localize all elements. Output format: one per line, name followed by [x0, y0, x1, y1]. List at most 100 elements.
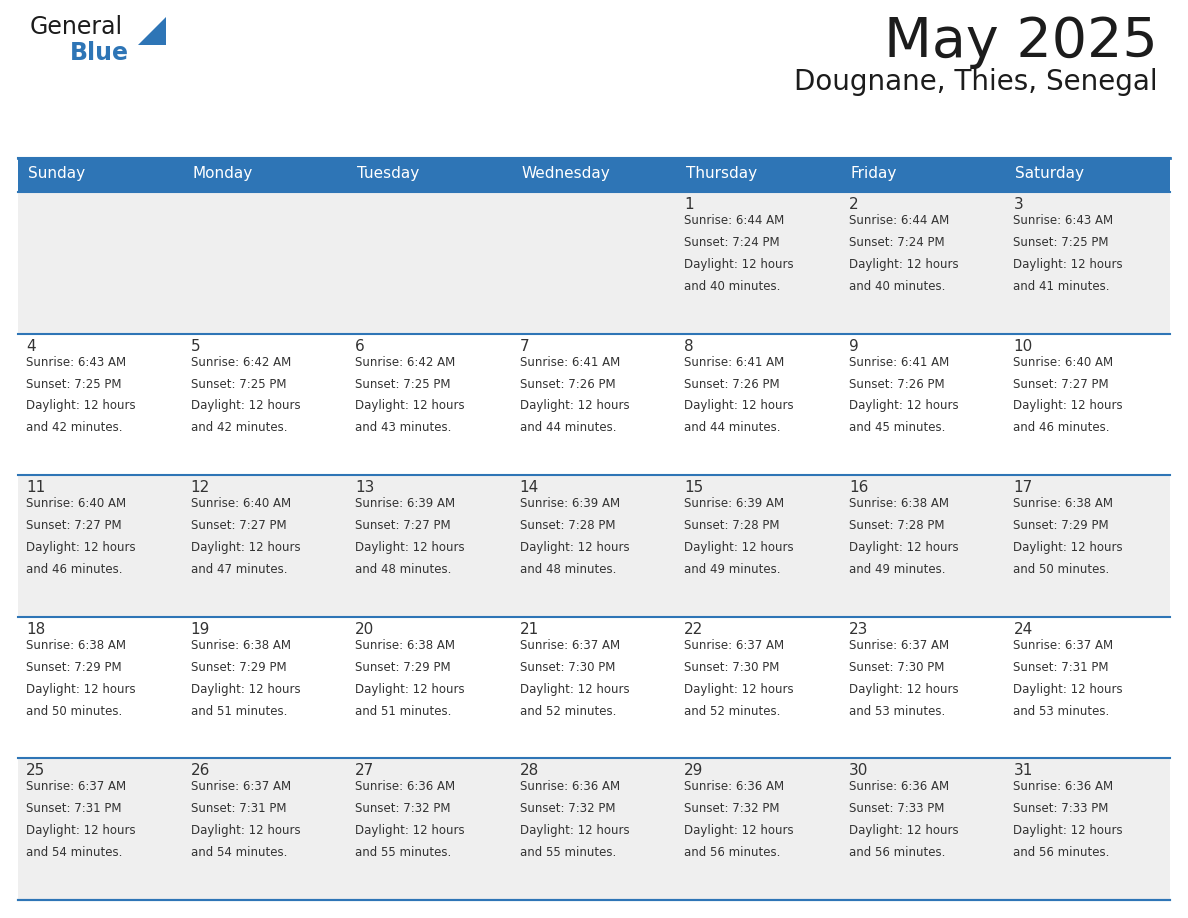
Text: Daylight: 12 hours: Daylight: 12 hours — [1013, 824, 1123, 837]
Text: and 51 minutes.: and 51 minutes. — [355, 705, 451, 718]
Text: and 48 minutes.: and 48 minutes. — [355, 563, 451, 576]
Text: Sunset: 7:25 PM: Sunset: 7:25 PM — [1013, 236, 1108, 249]
Text: 15: 15 — [684, 480, 703, 495]
Text: 10: 10 — [1013, 339, 1032, 353]
Text: 20: 20 — [355, 621, 374, 637]
Text: Sunrise: 6:40 AM: Sunrise: 6:40 AM — [190, 498, 291, 510]
Text: May 2025: May 2025 — [884, 15, 1158, 69]
Bar — [18, 192, 1170, 333]
Text: and 41 minutes.: and 41 minutes. — [1013, 280, 1110, 293]
Text: Sunset: 7:27 PM: Sunset: 7:27 PM — [355, 520, 450, 532]
Text: Friday: Friday — [851, 166, 897, 181]
Text: Sunset: 7:32 PM: Sunset: 7:32 PM — [684, 802, 779, 815]
Bar — [18, 333, 1170, 476]
Text: Blue: Blue — [70, 41, 129, 65]
Text: 17: 17 — [1013, 480, 1032, 495]
Text: Sunrise: 6:36 AM: Sunrise: 6:36 AM — [684, 780, 784, 793]
Text: Daylight: 12 hours: Daylight: 12 hours — [26, 541, 135, 554]
Text: Sunrise: 6:37 AM: Sunrise: 6:37 AM — [26, 780, 126, 793]
Text: 5: 5 — [190, 339, 201, 353]
Text: and 50 minutes.: and 50 minutes. — [1013, 563, 1110, 576]
Text: Sunset: 7:31 PM: Sunset: 7:31 PM — [26, 802, 121, 815]
Text: Daylight: 12 hours: Daylight: 12 hours — [355, 683, 465, 696]
Text: 30: 30 — [849, 764, 868, 778]
Text: Sunrise: 6:37 AM: Sunrise: 6:37 AM — [519, 639, 620, 652]
Text: 2: 2 — [849, 197, 859, 212]
Text: Daylight: 12 hours: Daylight: 12 hours — [849, 258, 959, 271]
Text: Sunset: 7:30 PM: Sunset: 7:30 PM — [519, 661, 615, 674]
Text: and 54 minutes.: and 54 minutes. — [26, 846, 122, 859]
Text: Sunset: 7:26 PM: Sunset: 7:26 PM — [519, 377, 615, 390]
Text: 23: 23 — [849, 621, 868, 637]
Text: and 55 minutes.: and 55 minutes. — [355, 846, 451, 859]
Text: Sunrise: 6:37 AM: Sunrise: 6:37 AM — [684, 639, 784, 652]
Text: Sunset: 7:33 PM: Sunset: 7:33 PM — [1013, 802, 1108, 815]
Text: Sunset: 7:24 PM: Sunset: 7:24 PM — [849, 236, 944, 249]
Text: Daylight: 12 hours: Daylight: 12 hours — [1013, 541, 1123, 554]
Text: and 49 minutes.: and 49 minutes. — [849, 563, 946, 576]
Text: 26: 26 — [190, 764, 210, 778]
Text: and 56 minutes.: and 56 minutes. — [1013, 846, 1110, 859]
Text: and 40 minutes.: and 40 minutes. — [849, 280, 946, 293]
Text: Sunrise: 6:44 AM: Sunrise: 6:44 AM — [684, 214, 784, 227]
Text: 27: 27 — [355, 764, 374, 778]
Polygon shape — [138, 17, 166, 45]
Bar — [18, 476, 1170, 617]
Text: Daylight: 12 hours: Daylight: 12 hours — [684, 258, 794, 271]
Text: and 46 minutes.: and 46 minutes. — [26, 563, 122, 576]
Text: Daylight: 12 hours: Daylight: 12 hours — [849, 541, 959, 554]
Text: Daylight: 12 hours: Daylight: 12 hours — [684, 541, 794, 554]
Text: Sunset: 7:33 PM: Sunset: 7:33 PM — [849, 802, 944, 815]
Text: Sunrise: 6:40 AM: Sunrise: 6:40 AM — [1013, 355, 1113, 369]
Text: Thursday: Thursday — [687, 166, 758, 181]
Text: 19: 19 — [190, 621, 210, 637]
Text: 12: 12 — [190, 480, 210, 495]
Text: 3: 3 — [1013, 197, 1023, 212]
Text: Sunset: 7:26 PM: Sunset: 7:26 PM — [849, 377, 944, 390]
Text: Sunset: 7:25 PM: Sunset: 7:25 PM — [190, 377, 286, 390]
Text: Daylight: 12 hours: Daylight: 12 hours — [26, 824, 135, 837]
Text: and 44 minutes.: and 44 minutes. — [684, 421, 781, 434]
Text: Sunset: 7:28 PM: Sunset: 7:28 PM — [519, 520, 615, 532]
Text: and 48 minutes.: and 48 minutes. — [519, 563, 617, 576]
Text: Daylight: 12 hours: Daylight: 12 hours — [684, 683, 794, 696]
Text: and 42 minutes.: and 42 minutes. — [190, 421, 287, 434]
Bar — [18, 158, 1170, 192]
Text: Sunset: 7:25 PM: Sunset: 7:25 PM — [355, 377, 450, 390]
Text: 11: 11 — [26, 480, 45, 495]
Text: 24: 24 — [1013, 621, 1032, 637]
Text: Sunrise: 6:36 AM: Sunrise: 6:36 AM — [355, 780, 455, 793]
Text: Sunrise: 6:36 AM: Sunrise: 6:36 AM — [519, 780, 620, 793]
Text: Daylight: 12 hours: Daylight: 12 hours — [519, 683, 630, 696]
Text: Daylight: 12 hours: Daylight: 12 hours — [849, 399, 959, 412]
Text: and 51 minutes.: and 51 minutes. — [190, 705, 287, 718]
Text: 7: 7 — [519, 339, 530, 353]
Text: Sunrise: 6:42 AM: Sunrise: 6:42 AM — [355, 355, 455, 369]
Text: 31: 31 — [1013, 764, 1032, 778]
Text: Sunset: 7:27 PM: Sunset: 7:27 PM — [190, 520, 286, 532]
Text: Sunset: 7:30 PM: Sunset: 7:30 PM — [849, 661, 944, 674]
Text: and 43 minutes.: and 43 minutes. — [355, 421, 451, 434]
Text: Sunrise: 6:37 AM: Sunrise: 6:37 AM — [849, 639, 949, 652]
Text: Sunset: 7:30 PM: Sunset: 7:30 PM — [684, 661, 779, 674]
Bar — [18, 758, 1170, 900]
Bar — [18, 617, 1170, 758]
Text: Sunrise: 6:38 AM: Sunrise: 6:38 AM — [355, 639, 455, 652]
Text: Daylight: 12 hours: Daylight: 12 hours — [849, 824, 959, 837]
Text: Sunset: 7:28 PM: Sunset: 7:28 PM — [684, 520, 779, 532]
Text: Daylight: 12 hours: Daylight: 12 hours — [519, 541, 630, 554]
Text: Sunset: 7:28 PM: Sunset: 7:28 PM — [849, 520, 944, 532]
Text: and 53 minutes.: and 53 minutes. — [1013, 705, 1110, 718]
Text: Daylight: 12 hours: Daylight: 12 hours — [355, 824, 465, 837]
Text: and 56 minutes.: and 56 minutes. — [849, 846, 946, 859]
Text: Sunrise: 6:44 AM: Sunrise: 6:44 AM — [849, 214, 949, 227]
Text: Sunrise: 6:37 AM: Sunrise: 6:37 AM — [190, 780, 291, 793]
Text: Daylight: 12 hours: Daylight: 12 hours — [26, 399, 135, 412]
Text: Daylight: 12 hours: Daylight: 12 hours — [190, 399, 301, 412]
Text: Sunrise: 6:36 AM: Sunrise: 6:36 AM — [1013, 780, 1113, 793]
Text: and 49 minutes.: and 49 minutes. — [684, 563, 781, 576]
Text: Sunset: 7:29 PM: Sunset: 7:29 PM — [26, 661, 121, 674]
Text: 4: 4 — [26, 339, 36, 353]
Text: Sunset: 7:29 PM: Sunset: 7:29 PM — [1013, 520, 1110, 532]
Text: Sunrise: 6:38 AM: Sunrise: 6:38 AM — [26, 639, 126, 652]
